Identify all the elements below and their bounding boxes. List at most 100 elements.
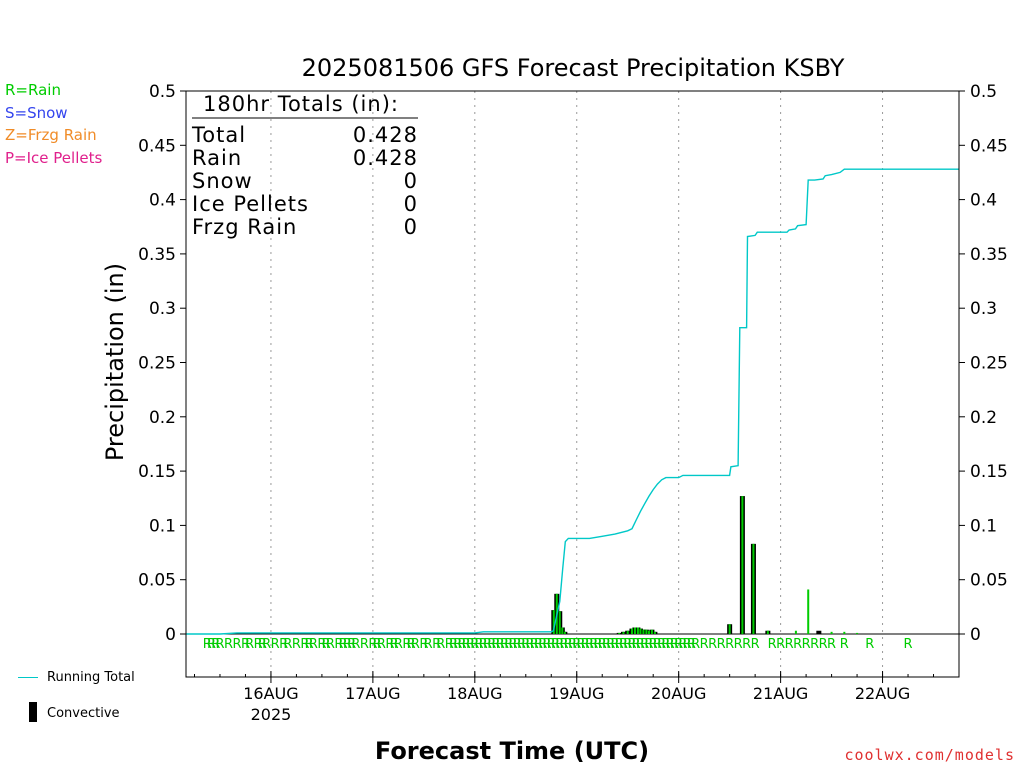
- legend-running-total: Running Total: [47, 670, 135, 685]
- x-tick-label: 20AUG: [651, 684, 706, 703]
- rain-bar: [647, 630, 650, 634]
- ptype-marker: R: [530, 637, 539, 652]
- x-tick-sublabel: 2025: [251, 705, 292, 724]
- ptype-marker: R: [649, 637, 658, 652]
- y-tick-label-right: 0.05: [970, 571, 1008, 591]
- ptype-marker: R: [453, 637, 462, 652]
- ptype-marker: R: [717, 637, 726, 652]
- y-tick-label-left: 0.5: [149, 82, 176, 102]
- x-tick-label: 22AUG: [855, 684, 910, 703]
- ptype-marker: R: [785, 637, 794, 652]
- totals-row-label: Frzg Rain: [192, 215, 297, 239]
- ptype-marker: R: [589, 637, 598, 652]
- ptype-marker: R: [610, 637, 619, 652]
- totals-row-value: 0.428: [353, 123, 418, 147]
- ptype-marker: R: [241, 637, 250, 652]
- y-tick-label-right: 0.45: [970, 136, 1008, 156]
- ptype-marker: R: [424, 637, 433, 652]
- ptype-marker: R: [670, 637, 679, 652]
- ptype-marker: R: [385, 637, 394, 652]
- grid-lines: [186, 91, 959, 677]
- ptype-marker: R: [827, 637, 836, 652]
- ptype-marker: R: [602, 637, 611, 652]
- ptype-marker: R: [700, 637, 709, 652]
- rain-bar: [552, 610, 555, 634]
- ptype-marker: R: [576, 637, 585, 652]
- ptype-marker: R: [211, 637, 220, 652]
- ptype-marker: R: [496, 637, 505, 652]
- rain-bar: [843, 631, 846, 634]
- ptype-marker: R: [819, 637, 828, 652]
- ptype-marker: R: [687, 637, 696, 652]
- ptype-marker: R: [691, 637, 700, 652]
- running-total-path: [186, 168, 959, 635]
- ptype-marker: R: [432, 637, 441, 652]
- ptype-marker: R: [598, 637, 607, 652]
- ptype-marker: R: [203, 637, 212, 652]
- ptype-marker: R: [487, 637, 496, 652]
- plot-frame: [185, 90, 960, 678]
- ptype-marker: R: [802, 637, 811, 652]
- ptype-marker: R: [840, 637, 849, 652]
- y-tick-label-right: 0.2: [970, 408, 997, 428]
- ptype-marker: R: [279, 637, 288, 652]
- rain-bar: [728, 624, 731, 634]
- rain-bar: [766, 630, 769, 634]
- y-tick-label-left: 0.35: [138, 245, 176, 265]
- y-tick-label-right: 0.5: [970, 82, 997, 102]
- ptype-marker: R: [666, 637, 675, 652]
- ptype-marker: R: [526, 637, 535, 652]
- y-tick-label-right: 0.3: [970, 299, 997, 319]
- y-tick-label-left: 0: [165, 625, 176, 645]
- rain-bar: [633, 627, 636, 634]
- x-tick-label: 18AUG: [447, 684, 502, 703]
- y-tick-label-left: 0.3: [149, 299, 176, 319]
- ptype-marker: R: [734, 637, 743, 652]
- y-tick-label-right: 0.25: [970, 354, 1008, 374]
- ptype-marker: R: [509, 637, 518, 652]
- ptype-marker: R: [373, 637, 382, 652]
- ptype-marker: R: [305, 637, 314, 652]
- ptype-marker: R: [483, 637, 492, 652]
- ptype-marker: R: [555, 637, 564, 652]
- totals-row-value: 0: [404, 215, 418, 239]
- x-tick-label: 19AUG: [549, 684, 604, 703]
- ptype-marker: R: [232, 637, 241, 652]
- ptype-marker: R: [547, 637, 556, 652]
- ptype-marker: R: [521, 637, 530, 652]
- legend-rain: R=Rain: [5, 81, 61, 99]
- totals-row-value: 0.428: [353, 146, 418, 170]
- ptype-marker: R: [517, 637, 526, 652]
- left-y-axis: 0.5 0.45 0.4 0.35 0.3 0.25 0.2 0.15 0.1 0.05 0: [138, 82, 186, 645]
- ptype-marker: R: [347, 637, 356, 652]
- ptype-marker: R: [283, 637, 292, 652]
- ptype-marker: R: [449, 637, 458, 652]
- ptype-marker: R: [360, 637, 369, 652]
- rain-bar: [856, 632, 859, 634]
- ptype-marker: R: [317, 637, 326, 652]
- ptype-marker: R: [585, 637, 594, 652]
- ptype-marker: R: [470, 637, 479, 652]
- ptype-marker: R: [674, 637, 683, 652]
- legend-frzg-rain: Z=Frzg Rain: [5, 126, 97, 144]
- convective-swatch: [29, 702, 37, 722]
- rain-bar: [650, 629, 653, 634]
- ptype-marker: R: [606, 637, 615, 652]
- y-axis-label: Precipitation (in): [101, 263, 129, 461]
- ptype-marker: R: [708, 637, 717, 652]
- ptype-marker: R: [458, 637, 467, 652]
- ptype-marker: R: [300, 637, 309, 652]
- y-tick-label-left: 0.45: [138, 136, 176, 156]
- ptype-marker: R: [411, 637, 420, 652]
- legend-snow: S=Snow: [5, 104, 68, 122]
- rain-bar: [630, 628, 633, 634]
- y-tick-label-left: 0.1: [149, 516, 176, 536]
- ptype-marker: R: [623, 637, 632, 652]
- ptype-marker: R: [776, 637, 785, 652]
- ptype-marker: R: [326, 637, 335, 652]
- rain-bar: [752, 543, 755, 634]
- ptype-marker: R: [559, 637, 568, 652]
- ptype-marker: R: [644, 637, 653, 652]
- ptype-marker: R: [224, 637, 233, 652]
- ptype-marker: R: [390, 637, 399, 652]
